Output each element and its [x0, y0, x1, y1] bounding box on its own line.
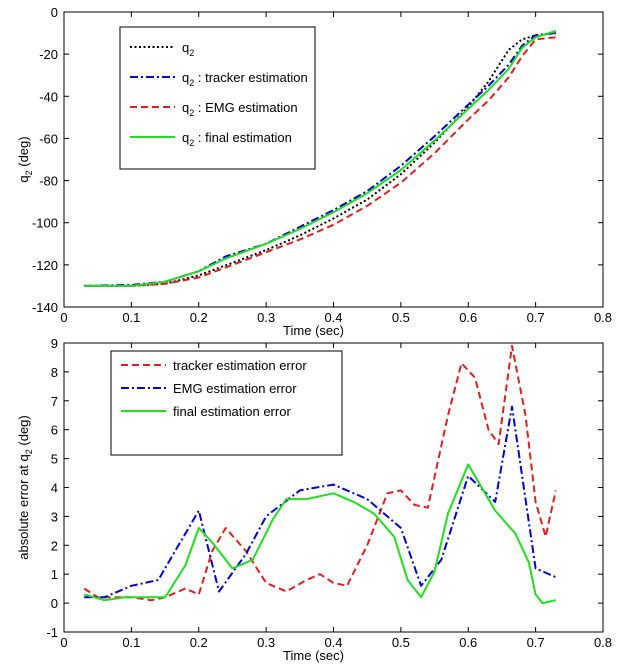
- y-tick-label: 8: [51, 365, 58, 380]
- x-tick-label: 0.6: [459, 635, 477, 650]
- x-tick-label: 0.7: [527, 635, 545, 650]
- legend-entry-1: q2: [182, 40, 194, 58]
- y-tick-label: -120: [32, 258, 58, 273]
- x-tick-label: 0.3: [257, 635, 275, 650]
- y-tick-label: -100: [32, 216, 58, 231]
- x-tick-label: 0.6: [459, 310, 477, 325]
- y-tick-label: 6: [51, 423, 58, 438]
- x-tick-label: 0.3: [257, 310, 275, 325]
- y-tick-label: 5: [51, 452, 58, 467]
- y-tick-label: -60: [39, 131, 58, 146]
- x-axis-label: Time (sec): [283, 648, 344, 663]
- y-tick-label: -140: [32, 300, 58, 315]
- legend-entry-2: EMG estimation error: [173, 381, 297, 396]
- legend-box: [110, 350, 343, 456]
- x-tick-label: 0.7: [527, 310, 545, 325]
- legend-box: [119, 26, 316, 170]
- y-tick-label: 3: [51, 509, 58, 524]
- x-tick-label: 0.5: [392, 635, 410, 650]
- y-tick-label: -40: [39, 89, 58, 104]
- bottom-chart: 0 0.1 0.2 0.3 0.4 0.5 0.6 0.7 0.89876543210-1Tim…: [16, 336, 612, 663]
- y-tick-label: 1: [51, 567, 58, 582]
- series-line-4: [84, 30, 557, 287]
- x-tick-label: 0.4: [324, 635, 342, 650]
- y-tick-label: -80: [39, 174, 58, 189]
- y-tick-label: -20: [39, 47, 58, 62]
- y-tick-label: 4: [51, 481, 58, 496]
- legend-entry-4: q2 : final estimation: [182, 130, 292, 148]
- x-axis-label: Time (sec): [283, 323, 344, 338]
- y-tick-label: -1: [46, 625, 58, 640]
- y-tick-label: 0: [51, 5, 58, 20]
- series-line-2: [84, 32, 556, 287]
- y-axis-label: q2 (deg): [16, 136, 34, 182]
- series-line-3: [83, 463, 557, 605]
- y-tick-label: 7: [51, 394, 58, 409]
- x-tick-label: 0.5: [392, 310, 410, 325]
- x-tick-label: 0.1: [122, 310, 140, 325]
- y-tick-label: 9: [51, 336, 58, 351]
- y-tick-label: 2: [51, 538, 58, 553]
- series-line-2: [84, 405, 557, 599]
- series-line-1: [83, 344, 557, 602]
- top-chart: 0 0.1 0.2 0.3 0.4 0.5 0.6 0.7 0.8 0 -20 -40 -60 -80 -1…: [16, 5, 612, 338]
- x-tick-label: 0.8: [594, 310, 612, 325]
- x-tick-label: 0.2: [190, 310, 208, 325]
- legend-entry-1: tracker estimation error: [173, 358, 307, 373]
- x-tick-label: 0: [60, 310, 67, 325]
- legend-entry-3: final estimation error: [173, 404, 291, 419]
- y-tick-label: 0: [51, 596, 58, 611]
- series-line-1: [84, 32, 556, 287]
- x-tick-label: 0: [60, 635, 67, 650]
- y-axis-label: absolute error at q2 (deg): [16, 415, 34, 560]
- x-tick-label: 0.2: [190, 635, 208, 650]
- x-tick-label: 0.1: [122, 635, 140, 650]
- legend-entry-2: q2 : tracker estimation: [182, 70, 308, 88]
- x-tick-label: 0.4: [324, 310, 342, 325]
- x-tick-label: 0.8: [594, 635, 612, 650]
- legend-entry-3: q2 : EMG estimation: [182, 100, 298, 118]
- series-line-3: [84, 36, 556, 287]
